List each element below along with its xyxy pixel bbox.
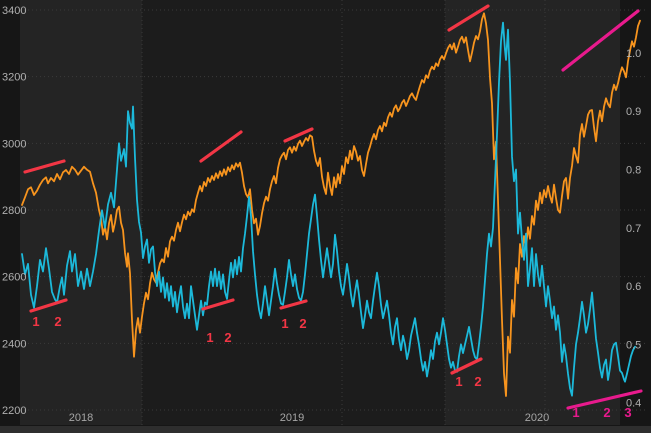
left-axis-tick[interactable]: 3400 (2, 5, 26, 17)
trendline[interactable] (447, 4, 490, 32)
trendline[interactable] (283, 127, 314, 143)
left-axis-tick[interactable]: 2800 (2, 205, 26, 217)
trendline[interactable] (566, 389, 643, 410)
trendline[interactable] (201, 298, 235, 311)
right-axis-tick[interactable]: 0.8 (626, 165, 641, 177)
annotation-number: 3 (624, 405, 631, 420)
right-axis-tick[interactable]: 0.6 (626, 281, 641, 293)
annotation-number: 1 (32, 314, 39, 329)
left-axis-tick[interactable]: 2600 (2, 272, 26, 284)
annotation-number: 1 (281, 316, 288, 331)
x-axis-tick[interactable]: 2020 (525, 412, 549, 424)
right-axis-tick[interactable]: 0.7 (626, 223, 641, 235)
x-axis-tick[interactable]: 2018 (69, 412, 93, 424)
year-band-2019 (142, 0, 445, 425)
annotation-number: 2 (603, 405, 610, 420)
annotation-number: 2 (224, 330, 231, 345)
year-band-2020 (445, 0, 620, 425)
left-axis-tick[interactable]: 3200 (2, 72, 26, 84)
right-axis-tick[interactable]: 0.9 (626, 106, 641, 118)
trendline[interactable] (23, 159, 66, 174)
x-axis-tick[interactable]: 2019 (280, 412, 304, 424)
annotation-number: 2 (299, 316, 306, 331)
annotation-number: 1 (206, 330, 213, 345)
left-axis-tick[interactable]: 2400 (2, 338, 26, 350)
trendline[interactable] (279, 299, 308, 310)
annotation-number: 2 (54, 314, 61, 329)
annotation-number: 2 (474, 374, 481, 389)
trendline[interactable] (561, 9, 640, 72)
annotation-number: 1 (455, 374, 462, 389)
right-axis-tick[interactable]: 0.5 (626, 339, 641, 351)
left-axis-tick[interactable]: 2200 (2, 405, 26, 417)
trendline[interactable] (199, 130, 243, 163)
trendline[interactable] (450, 357, 483, 375)
ratio-line (21, 21, 636, 397)
right-axis-tick[interactable]: 1.0 (626, 48, 641, 60)
index-price-line (21, 12, 641, 397)
year-band-2018 (20, 0, 142, 425)
annotation-number: 1 (572, 405, 579, 420)
trendline[interactable] (29, 298, 68, 313)
bottom-scrollbar-strip[interactable] (0, 426, 651, 433)
right-axis-tick[interactable]: 0.4 (626, 398, 641, 410)
left-axis-tick[interactable]: 3000 (2, 138, 26, 150)
